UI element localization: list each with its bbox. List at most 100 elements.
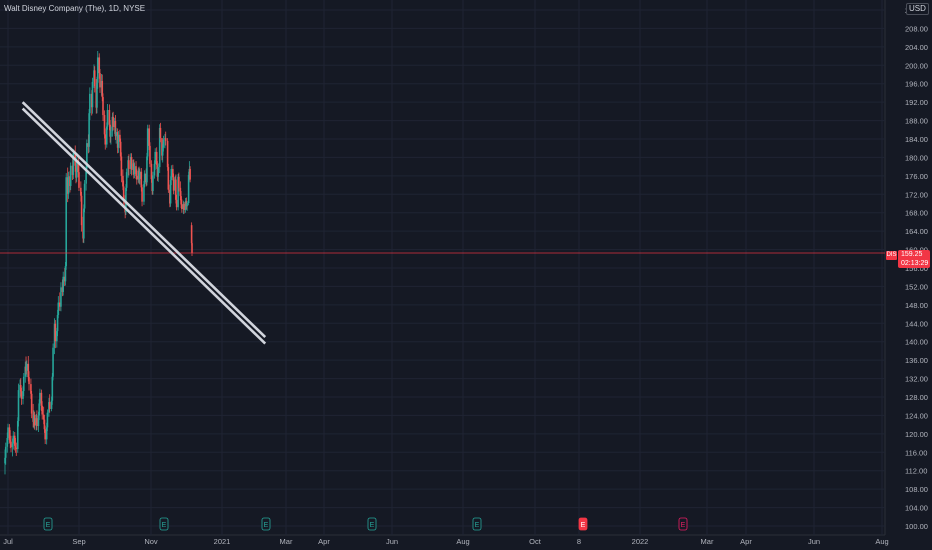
candle-body[interactable] xyxy=(12,435,15,444)
candle-body[interactable] xyxy=(4,446,7,458)
candle-body[interactable] xyxy=(59,302,61,307)
candle-body[interactable] xyxy=(164,138,167,141)
candle-body[interactable] xyxy=(85,168,87,184)
candle-body[interactable] xyxy=(172,177,175,191)
candle-body[interactable] xyxy=(105,126,108,145)
candle-body[interactable] xyxy=(154,151,156,164)
earnings-marker[interactable] xyxy=(159,517,169,531)
candle-body[interactable] xyxy=(155,151,158,165)
candle-body[interactable] xyxy=(112,116,114,128)
candle-body[interactable] xyxy=(117,134,120,148)
earnings-marker[interactable] xyxy=(43,517,53,531)
candle-body[interactable] xyxy=(38,403,40,416)
candle-body[interactable] xyxy=(172,168,174,178)
candle-body[interactable] xyxy=(167,167,170,190)
trendline[interactable] xyxy=(21,107,267,345)
candle-body[interactable] xyxy=(69,165,72,186)
candle-body[interactable] xyxy=(175,199,178,208)
currency-label[interactable]: USD xyxy=(906,3,929,15)
candle-body[interactable] xyxy=(83,183,86,209)
earnings-marker[interactable] xyxy=(261,517,271,531)
candle-body[interactable] xyxy=(161,138,163,156)
candle-body[interactable] xyxy=(135,166,137,176)
candle-body[interactable] xyxy=(52,347,54,377)
candle-body[interactable] xyxy=(86,143,88,169)
candle-body[interactable] xyxy=(136,175,138,180)
candle-body[interactable] xyxy=(9,439,12,442)
candle-body[interactable] xyxy=(108,109,111,125)
candle-body[interactable] xyxy=(24,366,27,377)
candle-body[interactable] xyxy=(14,445,17,448)
candle-body[interactable] xyxy=(140,171,143,188)
candle-body[interactable] xyxy=(110,131,112,137)
candle-body[interactable] xyxy=(41,405,43,415)
candle-body[interactable] xyxy=(130,156,133,170)
candle-body[interactable] xyxy=(146,156,148,183)
candle-body[interactable] xyxy=(78,172,80,188)
candle-body[interactable] xyxy=(119,141,122,157)
candle-body[interactable] xyxy=(139,171,141,180)
candle-body[interactable] xyxy=(46,412,49,428)
candle-body[interactable] xyxy=(80,195,83,226)
candle-body[interactable] xyxy=(80,187,82,196)
candle-body[interactable] xyxy=(60,287,62,307)
candle-body[interactable] xyxy=(149,145,151,164)
candle-body[interactable] xyxy=(175,179,177,200)
candle-body[interactable] xyxy=(96,57,99,83)
candle-body[interactable] xyxy=(114,121,117,137)
candle-body[interactable] xyxy=(99,73,101,88)
earnings-marker[interactable] xyxy=(367,517,377,531)
candle-body[interactable] xyxy=(7,427,9,439)
candle-body[interactable] xyxy=(28,377,30,385)
candle-body[interactable] xyxy=(4,457,6,464)
candle-body[interactable] xyxy=(72,153,75,175)
candle-body[interactable] xyxy=(40,392,43,406)
candle-body[interactable] xyxy=(120,156,123,176)
candle-body[interactable] xyxy=(56,314,59,332)
candle-body[interactable] xyxy=(22,391,24,399)
candle-body[interactable] xyxy=(119,134,121,142)
candle-body[interactable] xyxy=(56,331,58,342)
candle-body[interactable] xyxy=(150,163,153,180)
candle-body[interactable] xyxy=(51,376,54,401)
candle-body[interactable] xyxy=(177,176,179,208)
candle-body[interactable] xyxy=(67,176,70,194)
candle-body[interactable] xyxy=(146,128,149,157)
candle-body[interactable] xyxy=(161,147,164,156)
candle-body[interactable] xyxy=(43,419,46,430)
candle-body[interactable] xyxy=(102,97,104,116)
candle-body[interactable] xyxy=(180,196,182,205)
earnings-marker[interactable] xyxy=(578,517,588,531)
candle-body[interactable] xyxy=(17,390,20,421)
candle-body[interactable] xyxy=(50,400,53,409)
candle-body[interactable] xyxy=(20,391,23,399)
candle-body[interactable] xyxy=(169,180,172,204)
earnings-marker[interactable] xyxy=(678,517,688,531)
candle-body[interactable] xyxy=(33,414,36,426)
candle-body[interactable] xyxy=(19,385,22,392)
candle-body[interactable] xyxy=(158,127,161,168)
candle-body[interactable] xyxy=(6,438,9,447)
candle-body[interactable] xyxy=(106,109,109,127)
candle-body[interactable] xyxy=(170,168,173,181)
earnings-marker[interactable] xyxy=(472,517,482,531)
candle-body[interactable] xyxy=(187,174,190,204)
candle-body[interactable] xyxy=(30,393,33,414)
candle-body[interactable] xyxy=(96,82,98,108)
candle-body[interactable] xyxy=(143,184,145,202)
trendline[interactable] xyxy=(21,101,267,339)
candle-body[interactable] xyxy=(45,427,48,440)
candle-body[interactable] xyxy=(11,443,14,448)
candle-body[interactable] xyxy=(159,127,162,139)
candle-body[interactable] xyxy=(148,128,150,146)
candle-body[interactable] xyxy=(65,177,68,267)
candle-body[interactable] xyxy=(25,363,28,371)
candle-body[interactable] xyxy=(89,93,91,114)
candle-body[interactable] xyxy=(36,418,38,427)
candle-body[interactable] xyxy=(77,160,80,173)
candle-body[interactable] xyxy=(101,80,104,98)
candle-body[interactable] xyxy=(75,160,78,178)
candle-body[interactable] xyxy=(122,175,124,187)
